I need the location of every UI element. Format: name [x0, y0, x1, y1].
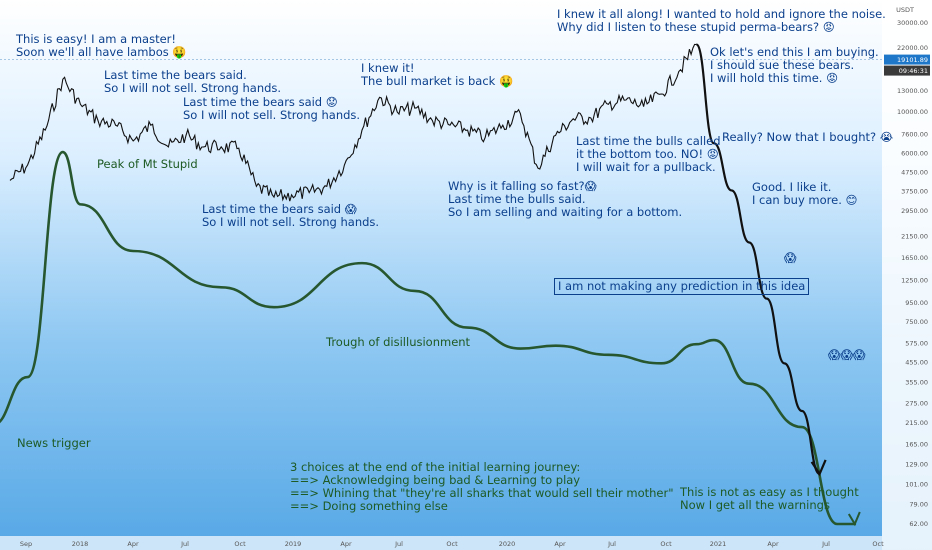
price-tick-label: 129.00 [905, 461, 928, 469]
price-tick-label: 10000.00 [897, 108, 928, 116]
time-tick-label: Apr [127, 540, 139, 548]
price-tick-label: 13000.00 [897, 87, 928, 95]
price-tick-label: 101.00 [905, 480, 928, 488]
annotation-buying: Ok let's end this I am buying. I should … [710, 45, 879, 85]
annotation-knew-all-along: I knew it all along! I wanted to hold an… [557, 7, 886, 34]
time-tick-label: Sep [20, 540, 32, 548]
time-tick-label: Oct [872, 540, 884, 548]
time-tick-label: Jul [180, 540, 189, 548]
price-tick-label: 4750.00 [901, 168, 928, 176]
time-tick-label: 2019 [285, 540, 302, 548]
time-tick-label: Apr [340, 540, 352, 548]
price-series [9, 43, 697, 202]
projection-series [695, 43, 821, 476]
time-tick-label: Oct [660, 540, 672, 548]
price-tick-label: 275.00 [905, 399, 928, 407]
annotation-like-it: Good. I like it. I can buy more. 😊 [752, 180, 858, 207]
price-tick-label: 2150.00 [901, 233, 928, 241]
price-tick-label: 62.00 [909, 520, 928, 528]
scream-emoji: 😱 [784, 251, 797, 265]
price-axis-strip [882, 0, 932, 550]
current-time-label: 09:46:31 [899, 67, 928, 75]
price-tick-label: 7600.00 [901, 130, 928, 138]
time-tick-label: 2020 [499, 540, 516, 548]
scream-emoji-row: 😱😱😱 [828, 348, 866, 362]
hype-arrowhead [847, 511, 861, 527]
time-tick-label: 2021 [710, 540, 727, 548]
time-tick-label: 2018 [72, 540, 89, 548]
price-tick-label: 950.00 [905, 299, 928, 307]
price-tick-label: 6000.00 [901, 149, 928, 157]
price-axis-unit: USDT [896, 6, 914, 14]
price-tick-label: 3750.00 [901, 188, 928, 196]
price-tick-label: 1650.00 [901, 254, 928, 262]
current-time-tag [884, 65, 930, 76]
price-tick-label: 575.00 [905, 339, 928, 347]
price-tick-label: 165.00 [905, 441, 928, 449]
price-tick-label: 2950.00 [901, 207, 928, 215]
annotation-trough: Trough of disillusionment [326, 335, 471, 349]
price-tick-label: 355.00 [905, 379, 928, 387]
time-tick-label: Jul [394, 540, 403, 548]
price-tick-label: 750.00 [905, 318, 928, 326]
price-tick-label: 215.00 [905, 419, 928, 427]
time-tick-label: Oct [446, 540, 458, 548]
time-tick-label: Jul [821, 540, 830, 548]
time-axis-strip [0, 536, 882, 550]
current-price-label: 19101.89 [897, 56, 928, 64]
projection-arrowhead [810, 459, 827, 477]
hype-cycle-series [0, 150, 857, 526]
annotation-master: This is easy! I am a master! Soon we'll … [16, 32, 187, 59]
annotation-no-prediction-box: I am not making any prediction in this i… [554, 278, 810, 295]
time-tick-label: Apr [767, 540, 779, 548]
annotation-news-trigger: News trigger [17, 436, 91, 450]
annotation-not-easy: This is not as easy as I thought Now I g… [680, 485, 859, 512]
time-tick-label: Jul [607, 540, 616, 548]
price-tick-label: 30000.00 [897, 19, 928, 27]
annotation-three-choices: 3 choices at the end of the initial lear… [290, 460, 674, 513]
price-tick-label: 79.00 [909, 500, 928, 508]
time-tick-label: Apr [554, 540, 566, 548]
annotation-bears-2: Last time the bears said 😟 So I will not… [183, 95, 361, 122]
price-tick-label: 1250.00 [901, 277, 928, 285]
annotation-falling: Why is it falling so fast?😱 Last time th… [448, 179, 683, 219]
annotation-peak-mt-stupid: Peak of Mt Stupid [97, 157, 198, 171]
current-price-tag [884, 54, 930, 65]
annotation-bears-1: Last time the bears said. So I will not … [104, 68, 282, 95]
annotation-bull-back: I knew it! The bull market is back 🤑 [361, 61, 514, 88]
annotation-bears-3: Last time the bears said 😱 So I will not… [202, 202, 380, 229]
annotation-bought: Really? Now that I bought? 😭 [722, 130, 894, 144]
annotation-bulls-called: Last time the bulls called it the bottom… [576, 134, 721, 174]
price-tick-label: 455.00 [905, 358, 928, 366]
time-tick-label: Oct [234, 540, 246, 548]
price-tick-label: 22000.00 [897, 44, 928, 52]
